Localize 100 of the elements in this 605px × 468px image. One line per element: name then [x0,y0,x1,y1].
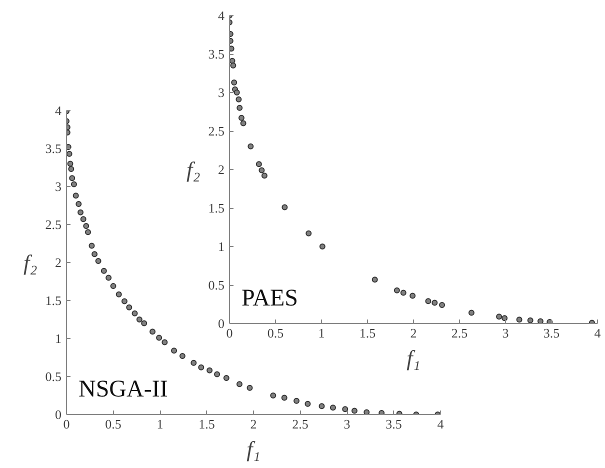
point [231,79,238,86]
y-axis-title: f₂ [186,157,201,182]
x-axis-title: f₁ [246,436,260,462]
point [83,223,90,230]
point [171,348,178,354]
point [223,375,230,382]
y-tick-label: 2 [55,255,62,270]
point [537,318,544,324]
y-axis-title: f₂ [23,250,38,275]
point [72,192,79,199]
point [126,304,132,310]
annotation: PAES [242,286,298,312]
point [261,172,268,179]
point [342,406,348,412]
point [66,150,72,157]
x-tick-label: 3 [502,326,509,340]
point [121,298,128,304]
y-tick-label: 2.5 [208,124,224,138]
x-tick-label: 2 [410,326,417,340]
point [190,360,197,366]
y-tick-label: 0.5 [45,369,62,384]
point [198,364,204,370]
point [270,392,276,398]
y-tick-label: 0.5 [208,278,224,292]
point [70,181,77,188]
point [179,352,186,359]
y-tick-label: 3.5 [208,46,224,62]
point [468,310,474,316]
point [236,96,242,102]
y-tick-label: 1.5 [208,200,224,216]
y-tick-label: 3 [55,179,62,194]
point [230,46,234,52]
y-tick-label: 2 [218,162,224,177]
point [141,320,148,326]
point [400,290,406,296]
point [248,143,254,150]
point [378,410,385,414]
x-tick-label: 4 [437,416,444,432]
point [516,316,522,323]
point [282,204,288,210]
point [425,298,432,304]
point [432,300,438,306]
point [116,291,122,298]
point [230,62,236,69]
point [258,167,265,174]
point [294,398,300,404]
point [236,104,243,111]
y-tick-label: 1 [218,239,224,254]
point [92,251,98,258]
point [78,209,84,216]
point [238,114,244,121]
x-tick-label: 4 [594,326,602,340]
x-tick-label: 2 [250,416,257,432]
point [69,175,76,182]
point [330,404,336,411]
point [136,316,142,322]
point [496,314,502,320]
y-tick-label: 1.5 [45,293,62,308]
point [85,229,92,236]
point [372,276,378,283]
y-tick-label: 2.5 [45,217,62,232]
point [68,166,74,172]
point [67,160,74,167]
x-tick-label: 2.5 [451,326,468,340]
point [394,287,400,294]
x-tick-label: 0.5 [267,326,284,340]
point [156,334,162,341]
point [240,120,246,126]
point [100,268,107,274]
y-tick-label: 3.5 [45,141,62,156]
point [306,230,312,236]
point [318,403,325,410]
point [95,258,102,264]
point [304,400,311,407]
point [234,90,240,96]
point [281,394,288,401]
point [106,274,112,281]
point [110,283,116,290]
point [206,367,213,374]
point [76,200,82,207]
point [162,339,168,346]
x-tick-label: 1.5 [198,416,215,432]
x-tick-label: 1 [156,416,164,432]
point [527,317,534,324]
point [236,381,242,388]
point [80,216,86,222]
x-tick-label: 0.5 [105,416,122,432]
point [502,315,508,322]
point [132,310,138,316]
x-axis-title: f₁ [406,346,420,370]
point [439,302,446,308]
point [410,292,416,299]
x-tick-label: 2.5 [292,416,308,432]
annotation: NSGA-II [78,376,168,402]
y-tick-label: 4 [218,8,225,23]
x-tick-label: 3.5 [386,416,402,432]
point [246,384,253,391]
x-tick-label: 1 [318,326,325,340]
y-tick-label: 0 [55,407,62,422]
point [88,242,95,249]
